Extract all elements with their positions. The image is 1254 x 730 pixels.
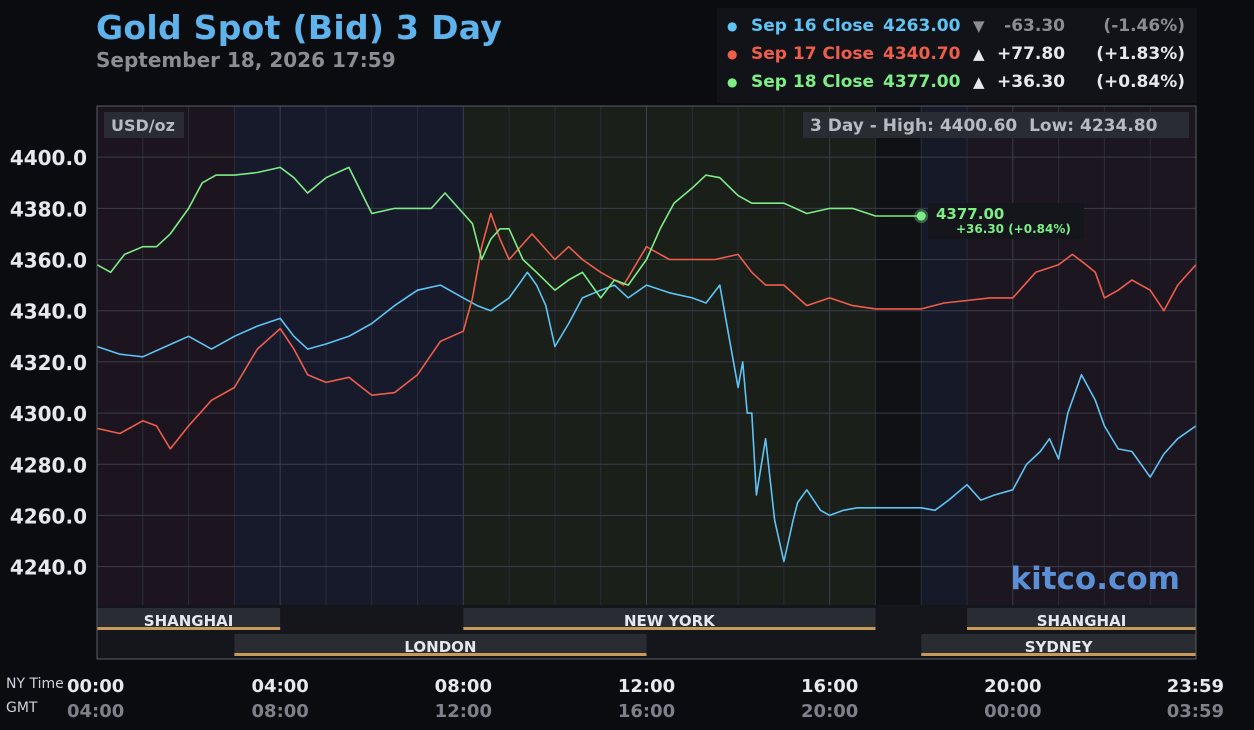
market-session-bar xyxy=(234,634,647,656)
market-session-underline xyxy=(463,627,876,630)
market-session-bar xyxy=(967,608,1196,630)
y-tick-label: 4340.0 xyxy=(10,300,87,324)
plot-border xyxy=(96,105,1197,660)
y-tick-label: 4400.0 xyxy=(10,146,87,170)
legend-change: +36.30 xyxy=(997,72,1066,92)
y-tick-label: 4260.0 xyxy=(10,504,87,528)
high-low-label: 3 Day - High: 4400.60 Low: 4234.80 xyxy=(810,116,1158,136)
y-tick-label: 4360.0 xyxy=(10,249,87,273)
legend-name: Sep 17 Close xyxy=(751,44,875,64)
y-tick-label: 4320.0 xyxy=(10,351,87,375)
legend-dot-icon: ● xyxy=(727,19,738,33)
current-value-box xyxy=(928,203,1084,239)
legend-pct: (+1.83%) xyxy=(1096,44,1185,64)
session-band-london xyxy=(234,106,464,605)
market-session-label: LONDON xyxy=(404,638,476,656)
legend-close: 4377.00 xyxy=(883,72,961,92)
x-tick-ny: 04:00 xyxy=(252,676,309,697)
series-line-2 xyxy=(96,166,922,299)
up-arrow-icon: ▲ xyxy=(973,73,985,91)
market-session-underline xyxy=(921,653,1196,656)
market-session-underline xyxy=(967,627,1196,630)
unit-label: USD/oz xyxy=(111,116,175,135)
legend-dot-icon: ● xyxy=(727,75,738,89)
legend-close: 4263.00 xyxy=(883,16,961,36)
legend-row-sep18: ● Sep 18 Close 4377.00 ▲ +36.30 (+0.84%) xyxy=(717,72,1197,98)
x-tick-ny: 00:00 xyxy=(67,676,124,697)
x-tick-ny: 23:59 xyxy=(1167,676,1224,697)
legend-row-sep16: ● Sep 16 Close 4263.00 ▼ -63.30 (-1.46%) xyxy=(717,16,1197,42)
x-tick-gmt: 16:00 xyxy=(618,701,675,722)
y-tick-label: 4300.0 xyxy=(10,402,87,426)
x-tick-ny: 16:00 xyxy=(801,676,858,697)
market-session-underline xyxy=(97,627,281,630)
market-session-label: SYDNEY xyxy=(1025,638,1094,656)
x-tick-gmt: 04:00 xyxy=(67,701,124,722)
session-band-sydney xyxy=(921,106,968,605)
x-tick-ny: 20:00 xyxy=(984,676,1041,697)
y-tick-label: 4280.0 xyxy=(10,453,87,477)
market-closed-band xyxy=(875,106,922,659)
down-arrow-icon: ▼ xyxy=(973,17,985,35)
current-value: 4377.00 xyxy=(936,205,1004,223)
market-session-bar xyxy=(463,608,876,630)
legend-pct: (+0.84%) xyxy=(1096,72,1185,92)
series-line-1 xyxy=(96,212,1197,450)
session-band-newyork xyxy=(463,106,876,605)
x-tick-gmt: 20:00 xyxy=(801,701,858,722)
market-session-label: NEW YORK xyxy=(624,612,716,630)
watermark-logo: kitco.com xyxy=(1011,561,1181,597)
up-arrow-icon: ▲ xyxy=(973,45,985,63)
legend-change: -63.30 xyxy=(1004,16,1065,36)
x-tick-ny: 08:00 xyxy=(435,676,492,697)
gmt-label: GMT xyxy=(6,700,38,716)
market-session-bar xyxy=(921,634,1196,656)
market-session-underline xyxy=(234,653,647,656)
close-legend: ● Sep 16 Close 4263.00 ▼ -63.30 (-1.46%)… xyxy=(717,8,1197,103)
high-low-bg xyxy=(803,112,1189,138)
current-point-marker xyxy=(916,211,926,221)
x-tick-gmt: 03:59 xyxy=(1167,701,1224,722)
chart-timestamp: September 18, 2026 17:59 xyxy=(96,48,396,72)
session-band-asia-2 xyxy=(967,106,1196,605)
series-line-0 xyxy=(96,271,1197,563)
unit-label-bg xyxy=(104,112,184,138)
chart-title: Gold Spot (Bid) 3 Day xyxy=(96,8,503,47)
y-tick-label: 4240.0 xyxy=(10,556,87,580)
legend-name: Sep 18 Close xyxy=(751,72,875,92)
legend-pct: (-1.46%) xyxy=(1103,16,1185,36)
legend-close: 4340.70 xyxy=(883,44,961,64)
x-tick-gmt: 08:00 xyxy=(252,701,309,722)
market-session-bar xyxy=(97,608,281,630)
legend-row-sep17: ● Sep 17 Close 4340.70 ▲ +77.80 (+1.83%) xyxy=(717,44,1197,70)
y-tick-label: 4380.0 xyxy=(10,197,87,221)
market-session-label: SHANGHAI xyxy=(144,612,234,630)
current-change: +36.30 (+0.84%) xyxy=(956,222,1071,236)
x-tick-gmt: 00:00 xyxy=(984,701,1041,722)
legend-name: Sep 16 Close xyxy=(751,16,875,36)
x-tick-ny: 12:00 xyxy=(618,676,675,697)
x-tick-gmt: 12:00 xyxy=(435,701,492,722)
session-band-asia xyxy=(97,106,235,605)
legend-change: +77.80 xyxy=(997,44,1066,64)
ny-time-label: NY Time xyxy=(6,676,64,692)
legend-dot-icon: ● xyxy=(727,47,738,61)
market-session-label: SHANGHAI xyxy=(1037,612,1127,630)
